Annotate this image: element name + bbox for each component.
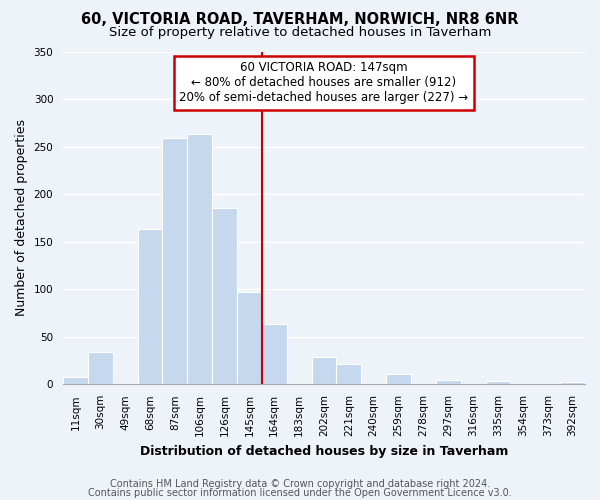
Bar [163, 138, 187, 384]
Bar [187, 134, 212, 384]
Text: 60 VICTORIA ROAD: 147sqm
← 80% of detached houses are smaller (912)
20% of semi-: 60 VICTORIA ROAD: 147sqm ← 80% of detach… [179, 62, 469, 104]
Y-axis label: Number of detached properties: Number of detached properties [15, 120, 28, 316]
Bar [485, 380, 511, 384]
X-axis label: Distribution of detached houses by size in Taverham: Distribution of detached houses by size … [140, 444, 508, 458]
Bar [137, 230, 163, 384]
Bar [237, 292, 262, 384]
Text: Contains HM Land Registry data © Crown copyright and database right 2024.: Contains HM Land Registry data © Crown c… [110, 479, 490, 489]
Text: 60, VICTORIA ROAD, TAVERHAM, NORWICH, NR8 6NR: 60, VICTORIA ROAD, TAVERHAM, NORWICH, NR… [81, 12, 519, 28]
Bar [386, 374, 411, 384]
Bar [63, 376, 88, 384]
Text: Contains public sector information licensed under the Open Government Licence v3: Contains public sector information licen… [88, 488, 512, 498]
Bar [88, 352, 113, 384]
Bar [560, 382, 585, 384]
Bar [436, 380, 461, 384]
Bar [262, 324, 287, 384]
Bar [212, 208, 237, 384]
Bar [337, 364, 361, 384]
Text: Size of property relative to detached houses in Taverham: Size of property relative to detached ho… [109, 26, 491, 39]
Bar [311, 356, 337, 384]
